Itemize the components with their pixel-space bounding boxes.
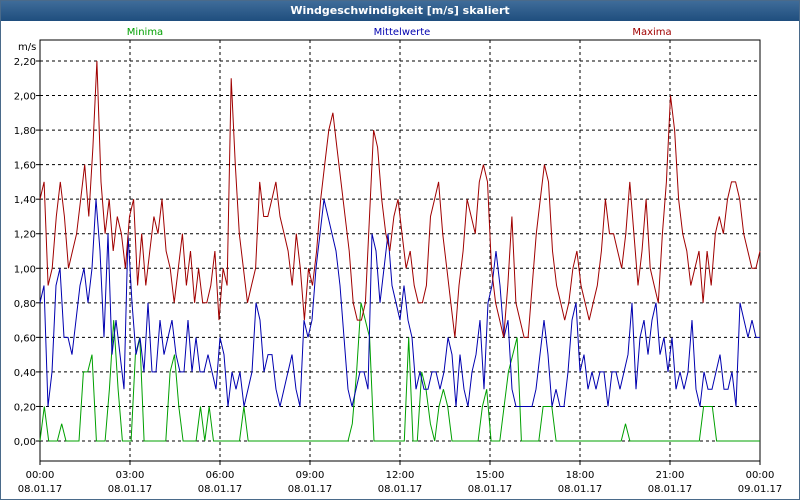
x-tick-date: 08.01.17 xyxy=(18,484,63,495)
x-tick-time: 15:00 xyxy=(476,470,505,481)
x-tick-date: 08.01.17 xyxy=(648,484,693,495)
x-tick-time: 09:00 xyxy=(296,470,325,481)
y-tick-label: 0,20 xyxy=(14,402,36,413)
x-tick-time: 12:00 xyxy=(386,470,415,481)
x-axis-ticks: 00:00 08.01.17 03:00 08.01.17 06:00 08.01.17 0… xyxy=(18,461,783,495)
x-tick-time: 03:00 xyxy=(116,470,145,481)
x-tick-date: 09.01.17 xyxy=(738,484,783,495)
legend-minima: Minima xyxy=(127,27,163,38)
y-tick-label: 2,20 xyxy=(14,57,36,68)
window-title: Windgeschwindigkeit [m/s] skaliert xyxy=(1,1,799,21)
x-tick-date: 08.01.17 xyxy=(288,484,333,495)
series-line-maxima xyxy=(39,60,761,338)
y-tick-label: 0,80 xyxy=(14,299,36,310)
y-axis-ticks: 0,00 0,20 0,40 0,60 0,80 1,00 1,20 1,40 1,60 1,80… xyxy=(14,57,40,448)
grid-lines xyxy=(40,40,760,461)
y-tick-label: 1,60 xyxy=(14,161,36,172)
x-tick-time: 21:00 xyxy=(656,470,685,481)
y-tick-label: 1,40 xyxy=(14,195,36,206)
y-tick-label: 0,40 xyxy=(14,368,36,379)
y-axis-label: m/s xyxy=(18,42,36,53)
x-tick-date: 08.01.17 xyxy=(558,484,603,495)
series-lines xyxy=(39,60,761,442)
x-tick-time: 18:00 xyxy=(566,470,595,481)
x-tick-date: 08.01.17 xyxy=(468,484,513,495)
series-line-mittelwerte xyxy=(39,199,760,407)
legend-maxima: Maxima xyxy=(632,27,671,38)
x-tick-time: 06:00 xyxy=(206,470,235,481)
x-tick-date: 08.01.17 xyxy=(378,484,423,495)
y-tick-label: 0,00 xyxy=(14,437,36,448)
x-tick-date: 08.01.17 xyxy=(108,484,153,495)
y-tick-label: 1,80 xyxy=(14,126,36,137)
x-tick-date: 08.01.17 xyxy=(198,484,243,495)
y-tick-label: 1,20 xyxy=(14,230,36,241)
series-line-minima xyxy=(39,302,760,442)
y-tick-label: 2,00 xyxy=(14,92,36,103)
x-tick-time: 00:00 xyxy=(746,470,775,481)
x-tick-time: 00:00 xyxy=(26,470,55,481)
legend-mittelwerte: Mittelwerte xyxy=(374,27,431,38)
y-tick-label: 1,00 xyxy=(14,264,36,275)
y-tick-label: 0,60 xyxy=(14,333,36,344)
